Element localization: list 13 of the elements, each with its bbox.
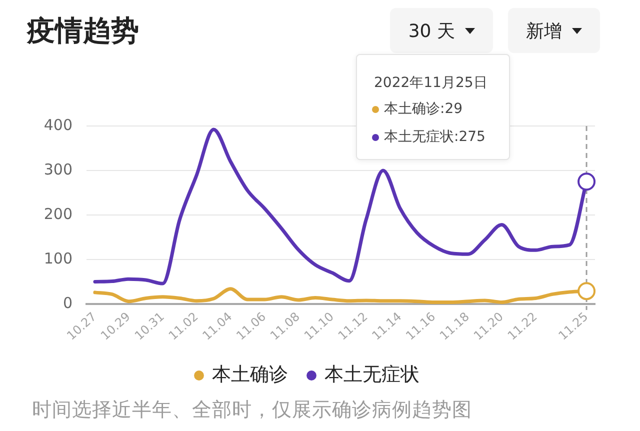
y-tick-label: 300 bbox=[44, 160, 72, 178]
y-tick-label: 200 bbox=[44, 204, 72, 223]
annotation: 本土无症状:275 bbox=[384, 128, 486, 146]
legend-label: 本土无症状 bbox=[324, 363, 420, 386]
dropdown[interactable]: 新增 bbox=[508, 8, 600, 53]
text: 时间选择近半年、全部时，仅展示确诊病例趋势图 bbox=[32, 398, 472, 422]
legend-label: 本土确诊 bbox=[212, 363, 288, 386]
dropdown[interactable]: 30 天 bbox=[390, 8, 493, 53]
y-tick-label: 0 bbox=[62, 294, 72, 312]
tooltip: 2022年11月25日 本土确诊:29 本土无症状:275 bbox=[356, 54, 510, 160]
chart-title: 疫情趋势 bbox=[27, 13, 139, 49]
y-tick-label: 100 bbox=[44, 249, 72, 268]
y-tick-label: 400 bbox=[44, 116, 72, 134]
